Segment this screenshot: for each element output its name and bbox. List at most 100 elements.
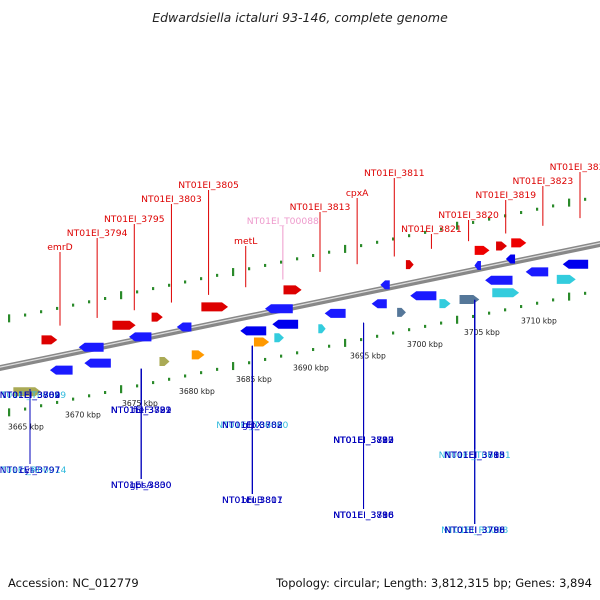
- bottom-gene-label: gpsA: [130, 480, 153, 491]
- top-gene-label: NT01EI_3834: [550, 162, 600, 173]
- gene-feature: [405, 260, 414, 270]
- axis-tick: [56, 400, 59, 404]
- kbp-tick-label: 3695 kbp: [350, 352, 386, 361]
- bottom-gene-label: NT01EI_3793: [444, 450, 505, 461]
- gene-feature: [274, 333, 284, 343]
- axis-tick: [312, 254, 315, 258]
- axis-tick: [248, 267, 251, 271]
- gene-feature: [511, 238, 527, 248]
- axis-tick: [24, 407, 27, 411]
- axis-tick: [552, 204, 555, 208]
- axis-tick: [184, 374, 187, 378]
- kbp-tick-label: 3700 kbp: [407, 340, 443, 349]
- bottom-gene-label: NT01EI_3789: [0, 390, 60, 401]
- bottom-gene-label: NT01EI_3804: [0, 390, 60, 401]
- axis-tick: [8, 314, 11, 323]
- gene-feature: [474, 245, 490, 255]
- gene-feature: [496, 241, 507, 251]
- axis-tick: [440, 227, 443, 231]
- bottom-gene-label: NT01EI_3788: [444, 525, 505, 536]
- bottom-gene-label: NT01EI_3827: [333, 435, 394, 446]
- gene-feature: [151, 312, 163, 322]
- axis-tick: [264, 263, 267, 267]
- axis-tick: [424, 230, 427, 234]
- bottom-gene-label: NT01EI_3816: [333, 510, 394, 521]
- bottom-gene-label: NT01EI_3785: [444, 450, 505, 461]
- gene-feature: [380, 280, 390, 290]
- gene-feature: [371, 299, 387, 309]
- axis-tick: [280, 354, 283, 358]
- bottom-gene-label: NT01EI_3822: [111, 405, 172, 416]
- top-gene-label: NT01EI_3813: [290, 202, 351, 213]
- axis-tick: [456, 315, 459, 324]
- axis-tick: [168, 283, 171, 287]
- axis-tick: [152, 287, 155, 291]
- axis-tick: [168, 377, 171, 381]
- accession-text: Accession: NC_012779: [8, 576, 139, 590]
- axis-tick: [504, 308, 507, 312]
- bottom-gene-label: NT01EI_3781: [111, 405, 172, 416]
- axis-tick: [40, 310, 43, 314]
- axis-tick: [392, 331, 395, 335]
- top-gene-label: emrD: [47, 242, 72, 253]
- bottom-gene-label: NT01EI_3782: [222, 420, 283, 431]
- axis-tick: [328, 344, 331, 348]
- gene-feature: [410, 291, 437, 301]
- bottom-gene-label: fieF: [133, 405, 150, 416]
- top-gene-label: NT01EI_3795: [104, 214, 165, 225]
- gene-feature: [129, 332, 152, 342]
- bottom-gene-label: NT01EI_R00014: [0, 465, 67, 476]
- gene-feature: [49, 365, 73, 375]
- gene-feature: [201, 302, 229, 312]
- axis-tick: [424, 324, 427, 328]
- kbp-tick-label: 3710 kbp: [521, 316, 557, 325]
- bottom-gene-label: NT01EI_3818: [444, 450, 505, 461]
- top-gene-labels: emrD NT01EI_3794 NT01EI_3795 NT01EI_3803 NT0…: [47, 162, 600, 253]
- gene-feature: [272, 319, 299, 329]
- axis-tick: [328, 250, 331, 254]
- gene-feature: [84, 358, 111, 368]
- axis-tick: [520, 211, 523, 215]
- axis-tick: [392, 237, 395, 241]
- top-gene-label: NT01EI_3811: [364, 168, 425, 179]
- bottom-gene-labels: NT01EI_3804fieFNT01EI_3808NT01EI_3810NT0…: [0, 390, 511, 536]
- bottom-gene-label: NT01EI_3830: [111, 480, 172, 491]
- bottom-gene-label: NT01EI_3817: [222, 495, 283, 506]
- axis-tick: [136, 290, 139, 294]
- top-gene-label: NT01EI_3803: [141, 194, 202, 205]
- bottom-gene-label: cysE: [19, 465, 40, 476]
- bottom-gene-label: NT01EI_3783: [333, 435, 394, 446]
- gene-feature: [485, 275, 513, 285]
- axis-tick: [40, 404, 43, 408]
- gene-feature: [283, 285, 302, 295]
- bottom-gene-label: NT01EI_T00089: [0, 390, 66, 401]
- top-gene-label: NT01EI_3805: [178, 180, 239, 191]
- axis-tick: [88, 394, 91, 398]
- bottom-gene-label: NT01EI_3796: [444, 525, 505, 536]
- bottom-gene-label: NT01EI_3798: [333, 510, 394, 521]
- bottom-gene-label: NT01EI_3808: [222, 420, 283, 431]
- axis-tick: [232, 268, 235, 277]
- axis-tick: [280, 260, 283, 264]
- gene-feature: [191, 350, 205, 360]
- axis-tick: [504, 214, 507, 218]
- gene-feature: [253, 337, 270, 347]
- bottom-gene-label: NT01EI_T00090: [216, 420, 288, 431]
- axis-tick: [360, 244, 363, 248]
- bottom-gene-label: NT01EI_3800: [111, 480, 172, 491]
- axis-tick: [296, 351, 299, 355]
- top-gene-label: NT01EI_3794: [67, 228, 128, 239]
- leader-lines: [29, 172, 581, 524]
- axis-tick: [136, 384, 139, 388]
- bottom-gene-label: glpX: [242, 420, 263, 431]
- top-gene-label: metL: [234, 236, 258, 247]
- gene-feature: [397, 307, 406, 317]
- top-gene-label: NT01EI_3823: [513, 176, 574, 187]
- axis-tick: [536, 301, 539, 305]
- axis-tick: [520, 305, 523, 309]
- axis-tick: [72, 303, 75, 307]
- bottom-gene-label: NT01EI_3797: [0, 465, 60, 476]
- bottom-gene-label: NT01EI_3786: [333, 510, 394, 521]
- axis-tick: [552, 298, 555, 302]
